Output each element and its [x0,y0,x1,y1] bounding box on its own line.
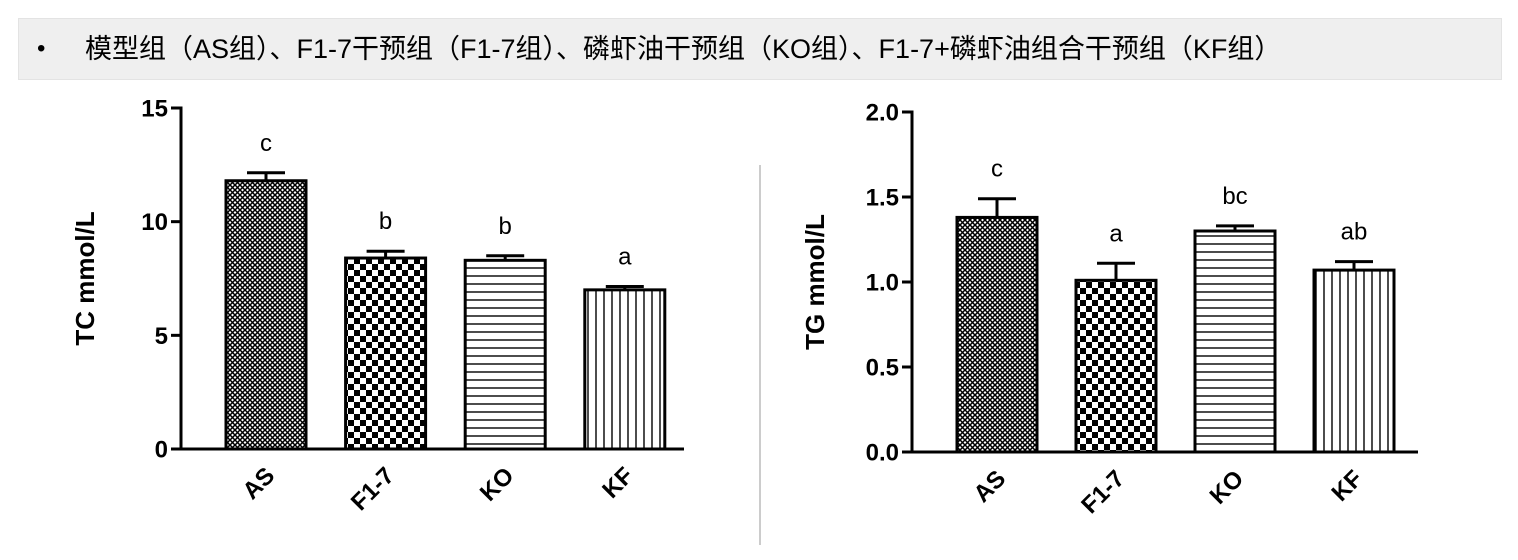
bar-as [224,179,308,451]
significance-label-ko: b [499,213,512,240]
bar-kf [1312,268,1396,454]
bar-f1-7 [344,256,428,451]
bullet-icon: • [37,35,46,62]
significance-label-kf: ab [1341,219,1368,246]
significance-label-f1-7: b [379,208,392,235]
significance-label-kf: a [618,243,632,270]
bar-ko [463,258,547,451]
tc-bar-chart: c AS b F1-7 b KO a KF 0 5 10 15 TC mmol/L [70,96,684,516]
x-tick-label-ko: KO [1205,465,1250,510]
y-tick-label: 0.0 [866,440,899,467]
significance-label-f1-7: a [1109,220,1123,247]
y-tick-label: 15 [141,96,168,123]
x-tick-label-f1-7: F1-7 [346,462,400,516]
group-legend-text: 模型组（AS组）、F1-7干预组（F1-7组）、磷虾油干预组（KO组）、F1-7… [85,34,1282,64]
x-tick-label-as: AS [969,465,1012,508]
significance-label-as: c [260,130,272,157]
y-tick-label: 2.0 [866,100,899,127]
y-tick-label: 5 [155,323,168,350]
x-tick-label-kf: KF [1327,465,1369,507]
x-tick-label-ko: KO [475,462,520,507]
y-axis-title: TC mmol/L [70,211,100,345]
y-tick-label: 0 [155,437,168,464]
bar-kf [583,288,667,451]
y-tick-label: 10 [141,209,168,236]
x-tick-label-as: AS [238,462,281,505]
bar-ko [1193,229,1277,454]
x-tick-label-f1-7: F1-7 [1076,465,1130,519]
bar-as [955,215,1039,454]
y-tick-label: 0.5 [866,355,899,382]
y-axis-title: TG mmol/L [800,214,830,350]
significance-label-ko: bc [1222,183,1247,210]
x-tick-label-kf: KF [597,462,639,504]
y-tick-label: 1.5 [866,185,899,212]
bar-f1-7 [1074,278,1158,454]
header-banner: • 模型组（AS组）、F1-7干预组（F1-7组）、磷虾油干预组（KO组）、F1… [18,18,1502,80]
y-tick-label: 1.0 [866,270,899,297]
tg-bar-chart: c AS a F1-7 bc KO ab KF 0.0 0.5 1.0 1.5 2.0 TG mmol/L [800,100,1418,519]
significance-label-as: c [991,156,1003,183]
